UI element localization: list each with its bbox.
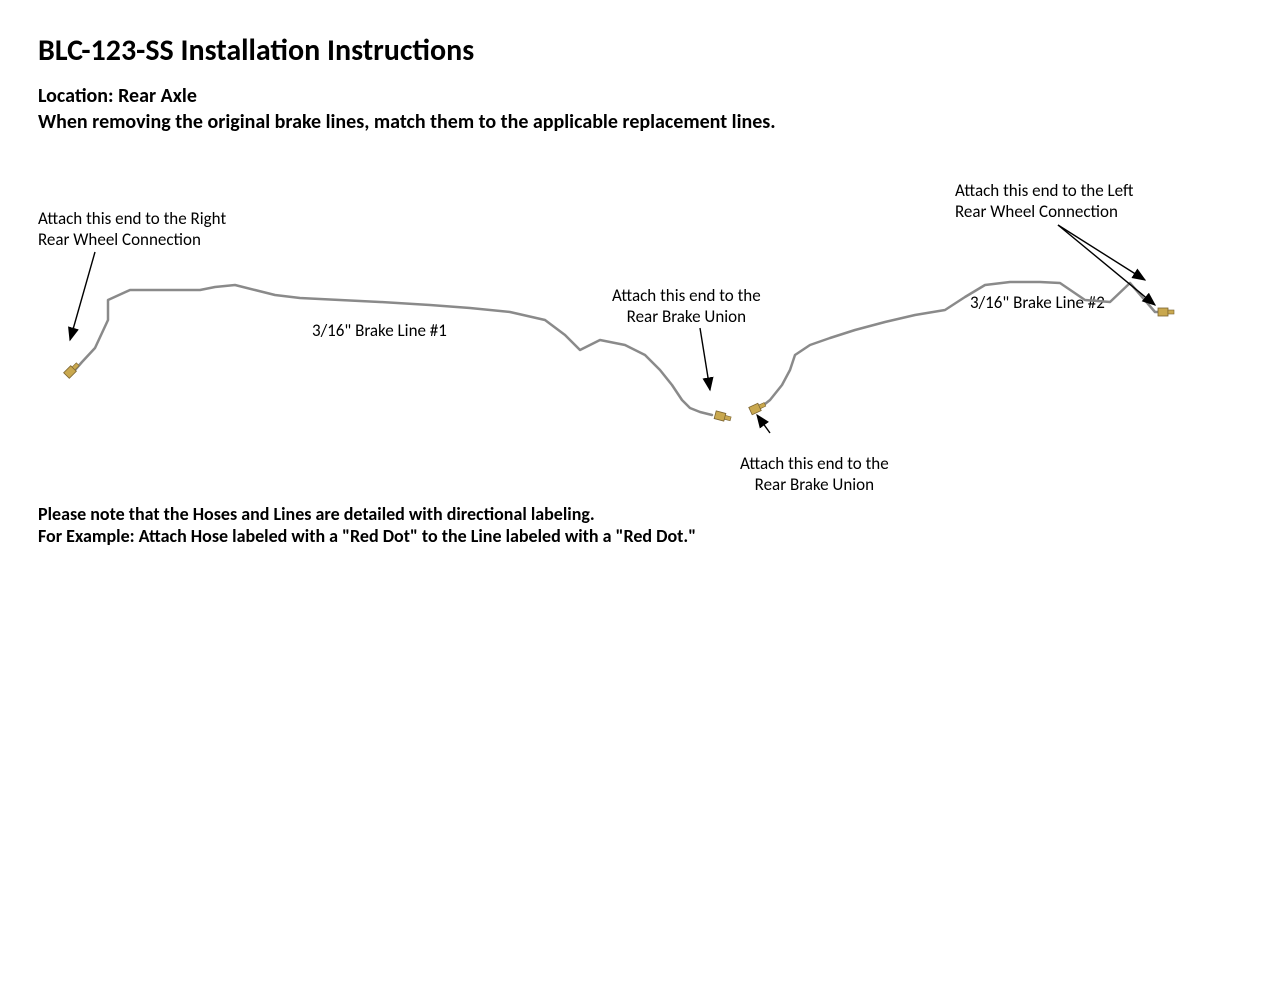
page-title: BLC-123-SS Installation Instructions xyxy=(38,32,474,69)
callout-arrow-3 xyxy=(757,415,770,433)
footnote-2: For Example: Attach Hose labeled with a … xyxy=(38,525,696,548)
callout-arrow-2 xyxy=(700,328,710,390)
callout-arrow-1 xyxy=(70,252,95,340)
label-brake-line-1: 3/16" Brake Line #1 xyxy=(312,320,447,341)
callout-left-rear: Attach this end to the Left Rear Wheel C… xyxy=(955,180,1133,223)
fitting-3 xyxy=(749,401,767,415)
location-line: Location: Rear Axle xyxy=(38,83,197,109)
brake-line-diagram xyxy=(0,0,1280,989)
instruction-line: When removing the original brake lines, … xyxy=(38,109,776,135)
fitting-1 xyxy=(64,361,81,378)
callout-union-bottom: Attach this end to the Rear Brake Union xyxy=(740,453,889,496)
footnote-1: Please note that the Hoses and Lines are… xyxy=(38,503,595,526)
fitting-2 xyxy=(714,411,732,423)
label-brake-line-2: 3/16" Brake Line #2 xyxy=(970,292,1105,313)
fitting-4 xyxy=(1158,308,1174,316)
callout-union-top: Attach this end to the Rear Brake Union xyxy=(612,285,761,328)
callout-right-rear: Attach this end to the Right Rear Wheel … xyxy=(38,208,226,251)
callout-arrow-4 xyxy=(1058,225,1145,280)
